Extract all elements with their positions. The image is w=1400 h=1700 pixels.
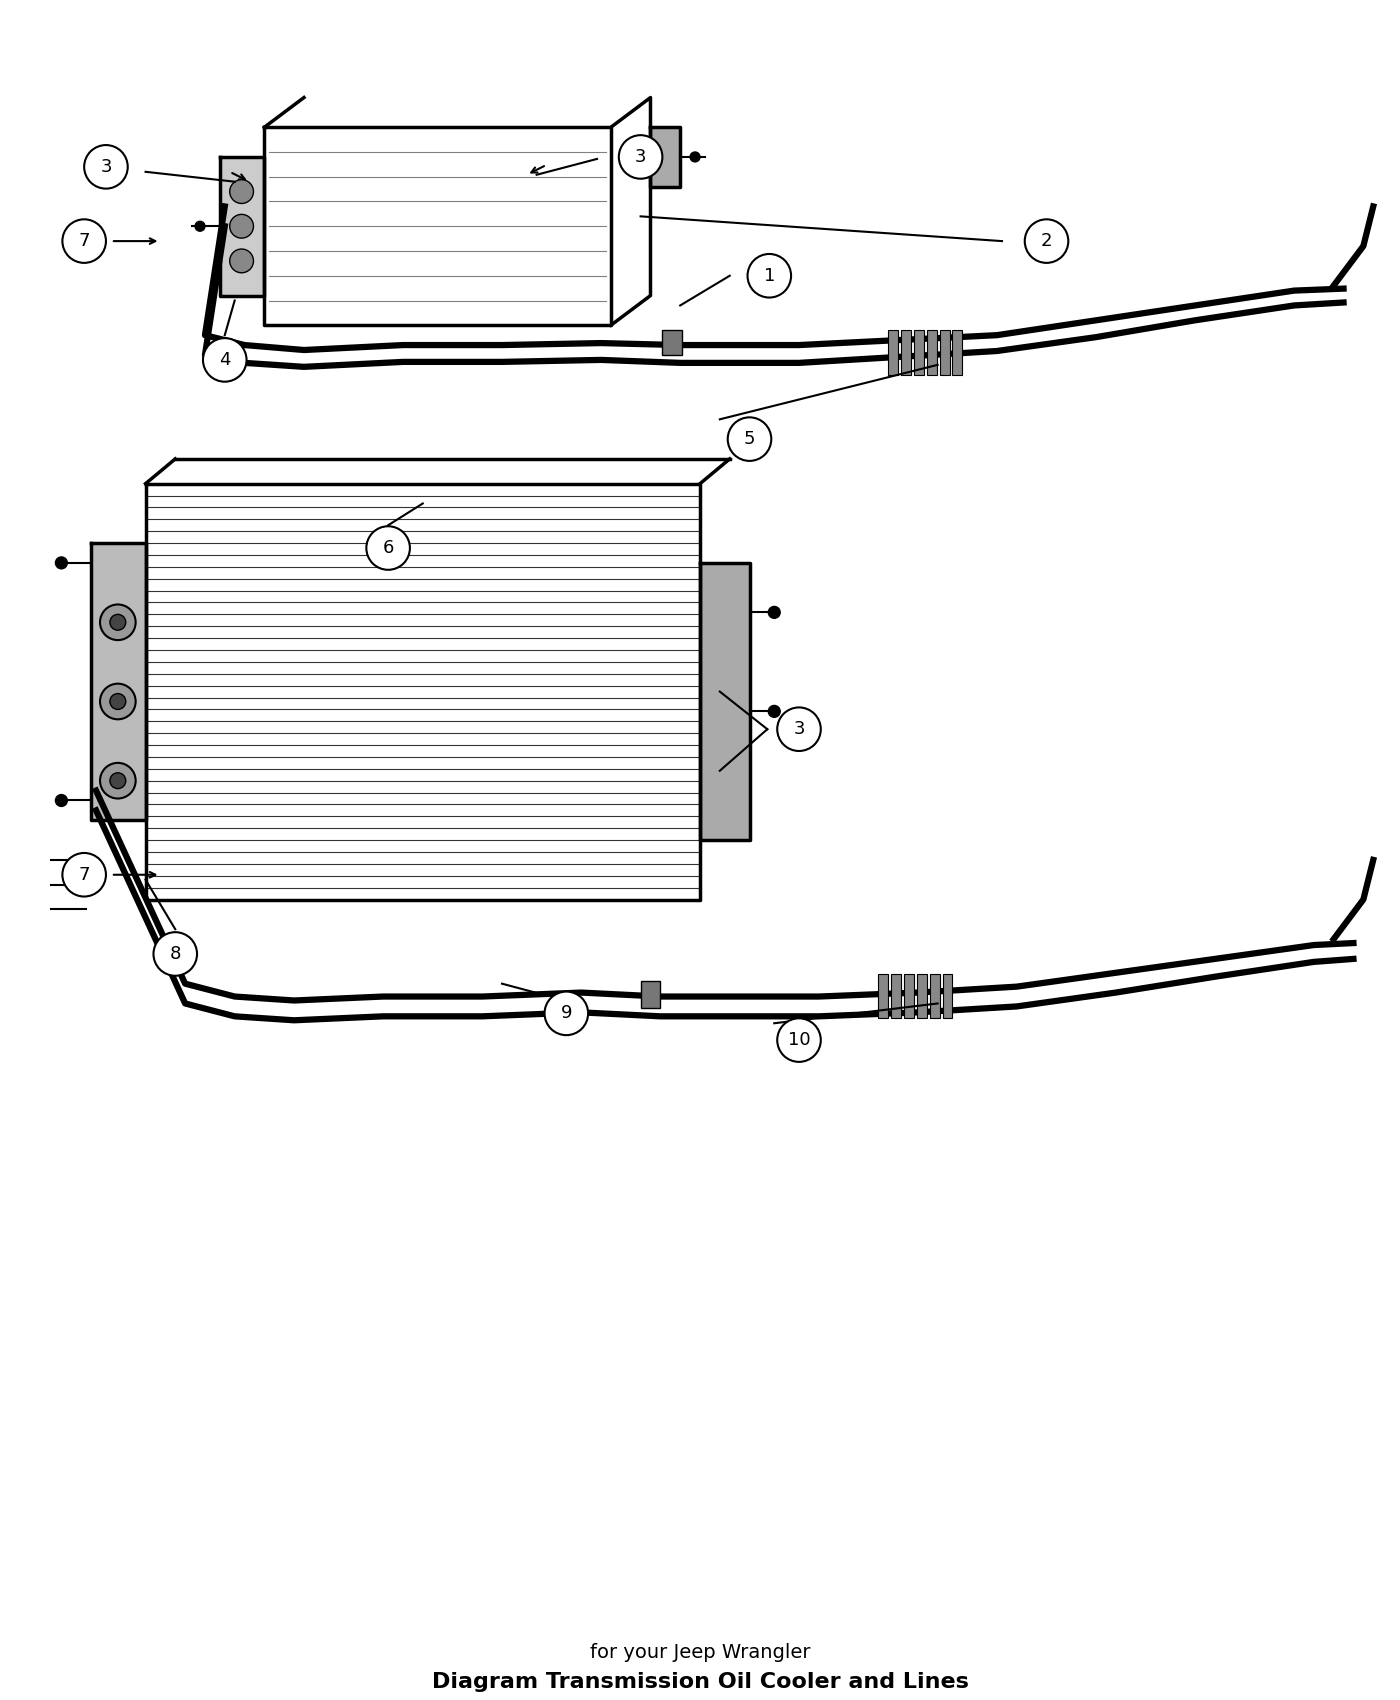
Bar (890, 974, 902, 1018)
Circle shape (230, 214, 253, 238)
Circle shape (769, 706, 780, 717)
Bar (930, 974, 939, 1018)
Text: 1: 1 (763, 267, 776, 286)
Circle shape (777, 707, 820, 751)
Bar (927, 330, 937, 374)
Circle shape (728, 416, 771, 461)
Polygon shape (651, 128, 680, 187)
Text: 5: 5 (743, 430, 755, 449)
Circle shape (111, 774, 126, 789)
Text: 8: 8 (169, 945, 181, 962)
Circle shape (748, 253, 791, 298)
Text: 9: 9 (560, 1005, 573, 1022)
Polygon shape (700, 563, 749, 840)
Circle shape (99, 605, 136, 641)
Bar (952, 330, 962, 374)
Bar (878, 974, 888, 1018)
Bar (662, 330, 682, 355)
Text: for your Jeep Wrangler: for your Jeep Wrangler (589, 1642, 811, 1663)
Circle shape (111, 614, 126, 631)
Text: 2: 2 (1040, 233, 1053, 250)
Bar (917, 974, 927, 1018)
Text: 4: 4 (218, 350, 231, 369)
Circle shape (619, 136, 662, 178)
Text: 7: 7 (78, 233, 90, 250)
Circle shape (56, 558, 67, 570)
Polygon shape (91, 542, 146, 821)
Bar (641, 981, 661, 1008)
Circle shape (545, 991, 588, 1035)
Text: Diagram Transmission Oil Cooler and Lines: Diagram Transmission Oil Cooler and Line… (431, 1671, 969, 1692)
Text: 7: 7 (78, 865, 90, 884)
Text: 3: 3 (101, 158, 112, 175)
Circle shape (203, 338, 246, 382)
Circle shape (195, 221, 204, 231)
Bar (939, 330, 949, 374)
Circle shape (111, 694, 126, 709)
Bar (914, 330, 924, 374)
Circle shape (230, 180, 253, 204)
Circle shape (99, 763, 136, 799)
Circle shape (56, 794, 67, 806)
Circle shape (84, 144, 127, 189)
Bar (942, 974, 952, 1018)
Circle shape (230, 248, 253, 272)
Polygon shape (220, 156, 265, 296)
Text: 3: 3 (634, 148, 647, 167)
Circle shape (63, 853, 106, 896)
Circle shape (777, 1018, 820, 1062)
Circle shape (63, 219, 106, 264)
Text: 6: 6 (382, 539, 393, 558)
Circle shape (99, 683, 136, 719)
Text: 3: 3 (794, 721, 805, 738)
Circle shape (690, 151, 700, 162)
Circle shape (154, 932, 197, 976)
Bar (888, 330, 897, 374)
Circle shape (1025, 219, 1068, 264)
Circle shape (769, 607, 780, 619)
Circle shape (367, 527, 410, 570)
Bar (904, 974, 914, 1018)
Bar (902, 330, 911, 374)
Text: 10: 10 (788, 1032, 811, 1049)
